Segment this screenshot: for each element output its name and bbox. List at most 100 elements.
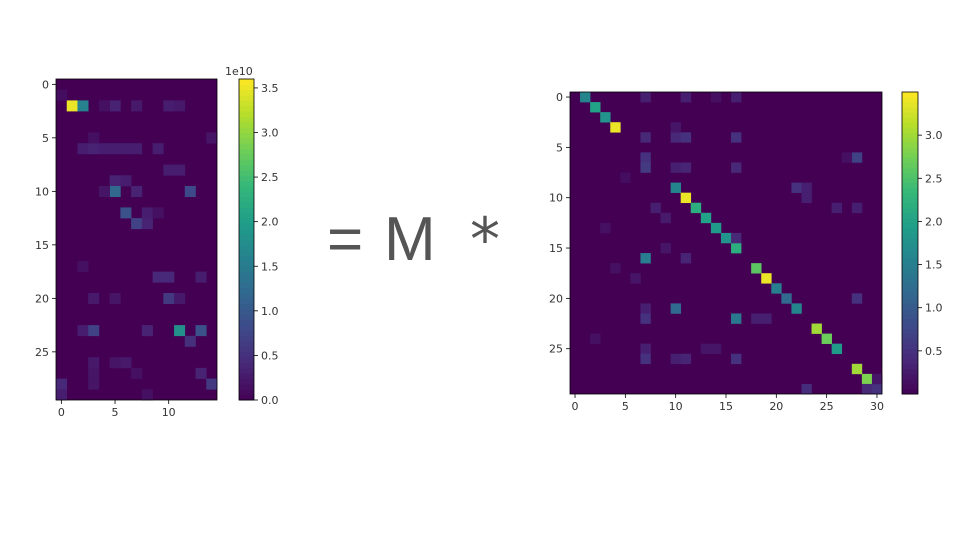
colorbar-segment bbox=[239, 287, 254, 294]
colorbar-segment bbox=[902, 107, 918, 113]
heatmap-cell bbox=[781, 293, 792, 304]
colorbar-segment bbox=[902, 333, 918, 340]
y-tick-label: 5 bbox=[42, 132, 49, 145]
colorbar-segment bbox=[239, 84, 254, 91]
heatmap-cell bbox=[710, 343, 722, 355]
colorbar-segment bbox=[902, 298, 918, 304]
colorbar-segment bbox=[239, 319, 254, 326]
heatmap-cell bbox=[141, 325, 153, 337]
colorbar-segment bbox=[902, 378, 918, 385]
y-tick-label: 20 bbox=[549, 292, 563, 305]
heatmap-cell bbox=[120, 175, 132, 187]
x-tick-label: 10 bbox=[162, 406, 176, 419]
colorbar-segment bbox=[239, 383, 254, 390]
heatmap-cell bbox=[131, 186, 143, 197]
colorbar-segment bbox=[239, 153, 254, 160]
colorbar-segment bbox=[239, 255, 254, 262]
heatmap-cell bbox=[98, 186, 110, 197]
heatmap-cell bbox=[660, 243, 671, 254]
x-tick-label: 20 bbox=[769, 400, 783, 413]
colorbar-segment bbox=[902, 192, 918, 199]
heatmap-cell bbox=[710, 92, 722, 103]
heatmap-cell bbox=[610, 263, 621, 274]
colorbar-segment bbox=[239, 143, 254, 150]
colorbar-segment bbox=[239, 282, 254, 289]
colorbar-segment bbox=[239, 271, 254, 278]
colorbar-tick-label: 1.0 bbox=[925, 302, 943, 315]
heatmap-cell bbox=[163, 293, 175, 304]
heatmap-cell bbox=[66, 100, 78, 112]
colorbar-segment bbox=[902, 348, 918, 355]
heatmap-cell bbox=[131, 218, 143, 230]
colorbar-segment bbox=[902, 358, 918, 365]
colorbar-segment bbox=[239, 394, 254, 401]
colorbar-segment bbox=[239, 250, 254, 257]
heatmap-cell bbox=[120, 207, 132, 219]
equation: = M * bbox=[0, 200, 960, 280]
colorbar-tick-label: 2.0 bbox=[261, 216, 279, 229]
colorbar-segment bbox=[902, 318, 918, 325]
heatmap-cell bbox=[680, 353, 692, 365]
colorbar-segment bbox=[902, 308, 918, 314]
heatmap-cell bbox=[670, 122, 682, 133]
colorbar-segment bbox=[239, 105, 254, 112]
colorbar-segment bbox=[902, 92, 918, 98]
colorbar-segment bbox=[902, 167, 918, 174]
colorbar-segment bbox=[239, 228, 254, 235]
heatmap-cell bbox=[109, 357, 121, 369]
colorbar-tick-label: 2.0 bbox=[925, 215, 943, 228]
colorbar-segment bbox=[902, 373, 918, 380]
heatmap-cell bbox=[141, 207, 153, 219]
colorbar-segment bbox=[902, 253, 918, 259]
colorbar-segment bbox=[239, 335, 254, 342]
colorbar-segment bbox=[902, 177, 918, 184]
colorbar-segment bbox=[902, 172, 918, 179]
colorbar-segment bbox=[239, 191, 254, 198]
heatmap-cell bbox=[771, 283, 782, 294]
colorbar-segment bbox=[239, 164, 254, 171]
heatmap-cell bbox=[610, 122, 621, 133]
heatmap-cell bbox=[141, 218, 153, 230]
colorbar-segment bbox=[902, 383, 918, 390]
colorbar-segment bbox=[239, 137, 254, 144]
heatmap-cell bbox=[831, 343, 843, 355]
y-tick-label: 15 bbox=[35, 239, 49, 252]
heatmap-cell bbox=[670, 353, 682, 365]
y-tick-label: 25 bbox=[549, 343, 563, 356]
colorbar-segment bbox=[239, 121, 254, 128]
heatmap-cell bbox=[660, 212, 671, 224]
heatmap-cell bbox=[174, 100, 186, 112]
colorbar-segment bbox=[239, 378, 254, 385]
colorbar-frame bbox=[901, 91, 919, 395]
heatmap-cell bbox=[640, 353, 651, 365]
heatmap-cell bbox=[731, 232, 742, 244]
heatmap-cell bbox=[841, 152, 853, 163]
colorbar-segment bbox=[902, 127, 918, 133]
colorbar-segment bbox=[902, 207, 918, 214]
heatmap-cell bbox=[801, 383, 812, 395]
y-tick-label: 20 bbox=[35, 292, 49, 305]
heatmap-cell bbox=[710, 222, 722, 234]
heatmap-cell bbox=[761, 313, 772, 324]
y-tick-label: 5 bbox=[556, 141, 563, 154]
heatmap-cell bbox=[670, 303, 682, 314]
heatmap-cell bbox=[640, 313, 651, 324]
heatmap-cell bbox=[174, 164, 186, 176]
colorbar-segment bbox=[239, 218, 254, 224]
colorbar-tick-label: 0.5 bbox=[261, 349, 279, 362]
colorbar-tick-label: 1.5 bbox=[925, 259, 943, 272]
colorbar-segment bbox=[902, 97, 918, 103]
colorbar-segment bbox=[902, 237, 918, 244]
heatmap-cell bbox=[680, 162, 692, 173]
colorbar-segment bbox=[902, 217, 918, 224]
heatmap-cell bbox=[152, 207, 164, 219]
colorbar-segment bbox=[239, 234, 254, 240]
heatmap-cell bbox=[680, 132, 692, 143]
heatmap-cell bbox=[77, 100, 89, 112]
colorbar-segment bbox=[239, 357, 254, 364]
heatmap-cell bbox=[731, 313, 742, 324]
heatmap-cell bbox=[141, 389, 153, 401]
heatmap-cell bbox=[751, 263, 762, 274]
x-tick-label: 0 bbox=[58, 406, 65, 419]
heatmap-cell bbox=[861, 383, 873, 395]
